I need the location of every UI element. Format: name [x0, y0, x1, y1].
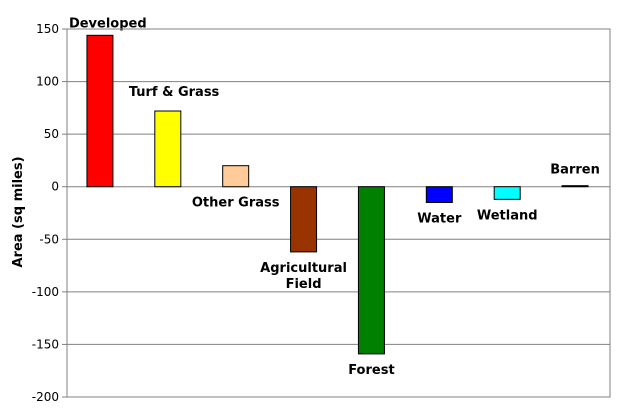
y-tick-label: -100	[32, 285, 59, 299]
y-tick-label: 100	[36, 75, 59, 89]
y-tick-label: 150	[36, 22, 59, 36]
category-label: Developed	[69, 16, 147, 31]
y-tick-label: -200	[32, 390, 59, 404]
category-label: Agricultural Field	[260, 261, 347, 292]
category-label: Water	[417, 211, 462, 226]
y-axis-label: Area (sq miles)	[11, 156, 26, 267]
bar-other-grass	[222, 165, 250, 188]
bar-wetland	[493, 186, 521, 200]
category-label: Turf & Grass	[129, 85, 220, 100]
y-tick-label: 50	[44, 127, 59, 141]
category-label: Barren	[550, 163, 600, 178]
y-tick-label: -150	[32, 337, 59, 351]
category-label: Other Grass	[192, 196, 280, 211]
bar-developed	[86, 34, 114, 188]
bar-agricultural-field	[290, 186, 318, 253]
plot-area-border	[66, 28, 611, 398]
bar-turf-grass	[154, 110, 182, 188]
bar-forest	[357, 186, 385, 355]
category-labels: Developed Turf & Grass Other Grass Agricult…	[69, 16, 600, 378]
bar-water	[425, 186, 453, 203]
y-tick-label: -50	[39, 232, 59, 246]
y-tick-label: 0	[51, 180, 59, 194]
bars	[86, 34, 589, 355]
bar-barren	[561, 185, 589, 188]
category-label: Wetland	[477, 208, 538, 223]
category-label: Forest	[348, 363, 394, 378]
y-axis-ticks: 150 100 50 0 -50 -100 -150 -200	[32, 22, 67, 404]
